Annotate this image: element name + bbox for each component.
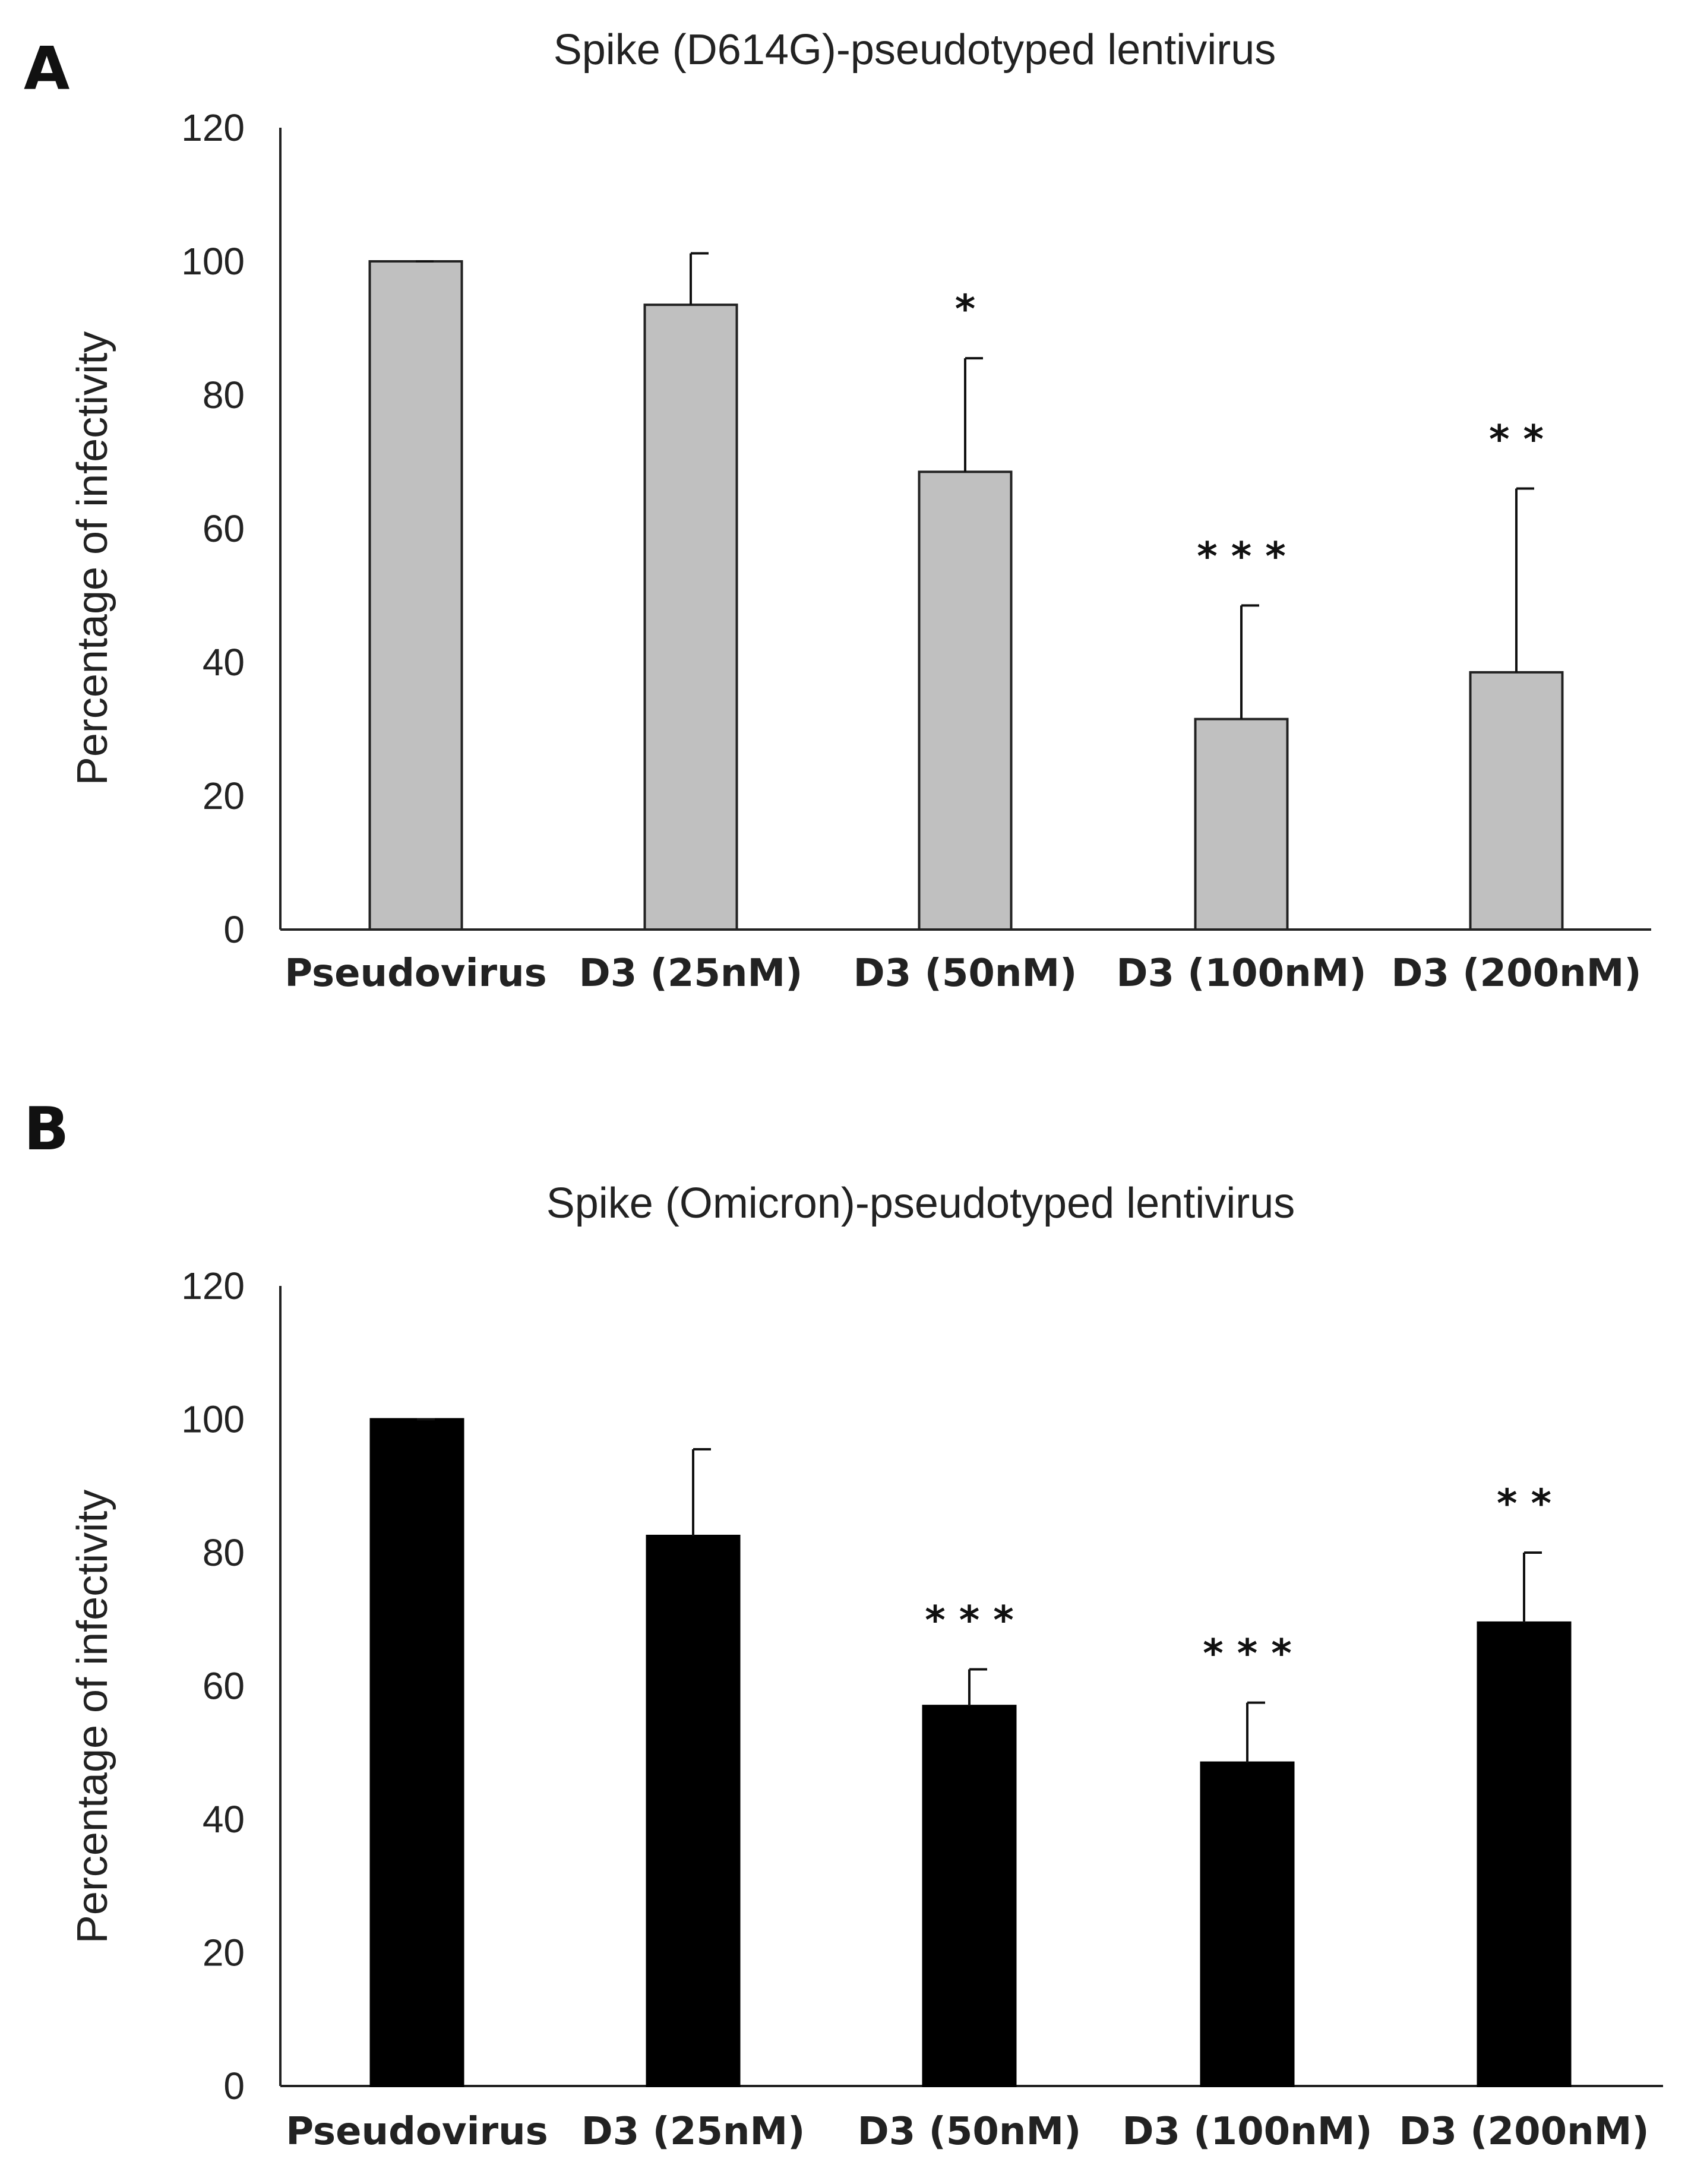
error-bar [690,252,709,305]
bar-d3-100nm [1194,718,1289,931]
category-label: D3 (25nM) [581,2110,805,2154]
error-bar [968,1668,987,1706]
panel-a-significance-marks: * * * * * * [955,286,1544,579]
bar-d3-200nm [1469,671,1564,931]
panel-a-title: Spike (D614G)-pseudotyped lentivirus [554,26,1276,74]
significance-mark: * [955,286,976,332]
panel-b-letter: B [24,1094,69,1164]
error-bar [1523,1551,1542,1623]
bar-d3-25nm [646,1534,741,2087]
bar-d3-100nm [1200,1761,1295,2087]
panel-a-category-labels: Pseudovirus D3 (25nM) D3 (50nM) D3 (100nM) D… [285,952,1641,995]
panel-b: B Spike (Omicron)-pseudotyped lentivirus… [24,1094,1663,2154]
y-tick-label: 40 [203,1798,245,1841]
category-label: D3 (50nM) [858,2110,1082,2154]
y-tick-label: 80 [203,1531,245,1574]
error-bar [964,357,983,472]
panel-b-title: Spike (Omicron)-pseudotyped lentivirus [546,1180,1295,1227]
bar-d3-200nm [1477,1621,1572,2088]
bar-d3-50nm [922,1705,1017,2088]
y-tick-label: 40 [203,641,245,684]
category-label: Pseudovirus [286,2110,548,2154]
bar-d3-50nm [918,470,1013,931]
y-tick-label: 0 [223,908,245,951]
error-bar [1240,604,1259,719]
y-tick-label: 120 [181,1265,245,1307]
panel-b-ylabel: Percentage of infectivity [69,1490,116,1943]
category-label: D3 (100nM) [1116,952,1366,995]
panel-b-significance-marks: * * * * * * * * [925,1481,1551,1677]
panel-b-tick-labels: 0 20 40 60 80 100 120 [181,1265,245,2107]
panel-b-bars [369,1418,1572,2088]
category-label: D3 (100nM) [1122,2110,1372,2154]
category-label: D3 (50nM) [854,952,1077,995]
y-tick-label: 100 [181,240,245,283]
bar-pseudovirus [368,260,463,931]
error-bar [1246,1701,1265,1763]
significance-mark: * * [1489,417,1544,463]
panel-a-bars [368,260,1564,931]
y-tick-label: 100 [181,1398,245,1441]
y-tick-label: 80 [203,374,245,416]
error-bar [692,1448,711,1536]
panel-a-error-bars [416,252,1534,719]
category-label: Pseudovirus [285,952,547,995]
panel-b-category-labels: Pseudovirus D3 (25nM) D3 (50nM) D3 (100nM) D… [286,2110,1649,2154]
panel-a-tick-labels: 0 20 40 60 80 100 120 [181,106,245,951]
y-tick-label: 60 [203,1665,245,1708]
panel-a-letter: A [24,34,69,103]
category-label: D3 (25nM) [579,952,803,995]
bar-d3-25nm [643,304,738,931]
significance-mark: * * * [925,1597,1014,1643]
panel-a-ylabel: Percentage of infectivity [69,331,116,785]
y-tick-label: 20 [203,1932,245,1974]
y-tick-label: 60 [203,507,245,550]
bar-pseudovirus [369,1418,464,2087]
significance-mark: * * * [1203,1631,1292,1677]
panel-a: A Spike (D614G)-pseudotyped lentivirus P… [24,26,1651,995]
category-label: D3 (200nM) [1399,2110,1649,2154]
y-tick-label: 20 [203,775,245,817]
y-tick-label: 0 [223,2065,245,2107]
error-bar [1515,487,1534,672]
panel-b-error-bars [417,1418,1542,1763]
y-tick-label: 120 [181,106,245,149]
significance-mark: * * * [1197,533,1286,579]
significance-mark: * * [1497,1481,1551,1526]
category-label: D3 (200nM) [1391,952,1641,995]
